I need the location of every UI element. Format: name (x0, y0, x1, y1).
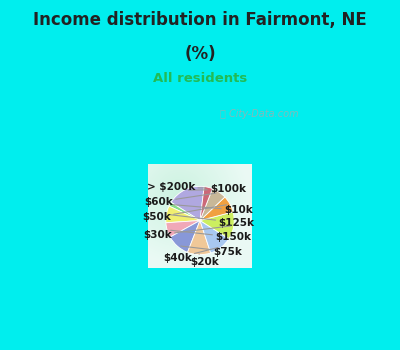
Wedge shape (166, 206, 200, 223)
Wedge shape (200, 187, 212, 220)
Text: $40k: $40k (163, 247, 218, 263)
Wedge shape (200, 212, 234, 239)
Text: $60k: $60k (144, 193, 216, 207)
Text: $125k: $125k (170, 215, 254, 228)
Wedge shape (188, 220, 211, 255)
Wedge shape (200, 189, 225, 220)
Text: $50k: $50k (142, 205, 226, 222)
Wedge shape (200, 197, 233, 220)
Text: > $200k: > $200k (147, 182, 206, 192)
Text: $10k: $10k (173, 205, 253, 215)
Text: $100k: $100k (188, 184, 246, 194)
Wedge shape (169, 202, 200, 220)
Wedge shape (166, 220, 200, 237)
Wedge shape (170, 220, 200, 252)
Text: Income distribution in Fairmont, NE: Income distribution in Fairmont, NE (33, 11, 367, 29)
Text: (%): (%) (184, 46, 216, 63)
Text: $75k: $75k (181, 246, 242, 257)
Text: $30k: $30k (143, 226, 230, 240)
Text: $20k: $20k (190, 254, 218, 267)
Text: All residents: All residents (153, 72, 247, 85)
Text: ⓘ City-Data.com: ⓘ City-Data.com (220, 109, 299, 119)
Wedge shape (171, 186, 204, 220)
Wedge shape (200, 220, 229, 253)
Text: $150k: $150k (171, 230, 251, 242)
